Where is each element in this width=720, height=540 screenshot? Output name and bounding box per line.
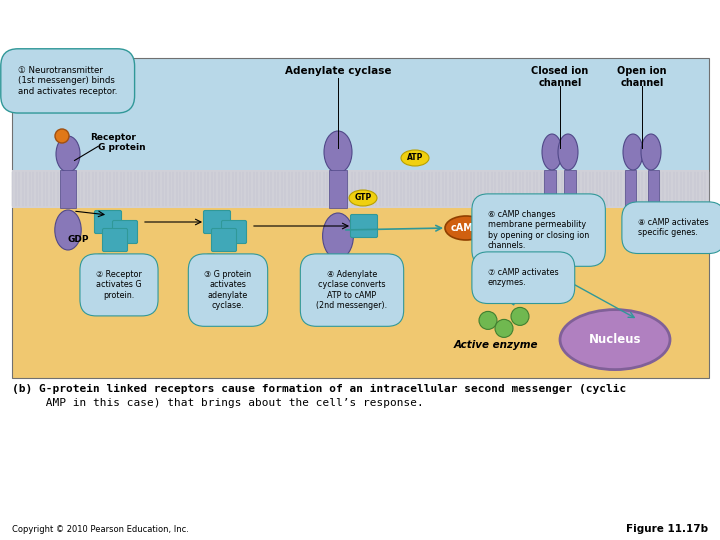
Bar bbox=[12, 58, 709, 186]
Bar bbox=[564, 170, 576, 208]
Ellipse shape bbox=[623, 211, 643, 241]
Text: ⑥ cAMP changes
membrane permeability
by opening or closing ion
channels.: ⑥ cAMP changes membrane permeability by … bbox=[488, 210, 589, 250]
Text: ⑧ cAMP activates
specific genes.: ⑧ cAMP activates specific genes. bbox=[638, 218, 708, 238]
Ellipse shape bbox=[445, 216, 487, 240]
Text: Open ion
channel: Open ion channel bbox=[617, 66, 667, 87]
Ellipse shape bbox=[56, 136, 80, 172]
Circle shape bbox=[495, 319, 513, 338]
Ellipse shape bbox=[558, 134, 578, 170]
Text: GDP: GDP bbox=[68, 235, 89, 244]
FancyBboxPatch shape bbox=[204, 211, 230, 233]
FancyBboxPatch shape bbox=[112, 220, 138, 244]
Text: ⑦ cAMP activates
enzymes.: ⑦ cAMP activates enzymes. bbox=[488, 268, 559, 287]
Bar bbox=[625, 170, 636, 208]
Text: ATP: ATP bbox=[407, 153, 423, 163]
Ellipse shape bbox=[542, 211, 562, 241]
Text: (b) G-protein linked receptors cause formation of an intracellular second messen: (b) G-protein linked receptors cause for… bbox=[12, 384, 626, 394]
Text: Adenylate cyclase: Adenylate cyclase bbox=[284, 66, 391, 76]
Ellipse shape bbox=[88, 254, 116, 270]
Text: Copyright © 2010 Pearson Education, Inc.: Copyright © 2010 Pearson Education, Inc. bbox=[12, 525, 189, 534]
Text: cAMP: cAMP bbox=[451, 223, 481, 233]
Ellipse shape bbox=[349, 190, 377, 206]
Ellipse shape bbox=[542, 134, 562, 170]
Text: Receptor: Receptor bbox=[74, 133, 136, 160]
Bar bbox=[12, 186, 709, 378]
FancyBboxPatch shape bbox=[102, 228, 127, 252]
Text: GTP: GTP bbox=[94, 258, 111, 267]
FancyBboxPatch shape bbox=[94, 211, 122, 233]
Ellipse shape bbox=[641, 134, 661, 170]
Text: ④ Adenylate
cyclase converts
ATP to cAMP
(2nd messenger).: ④ Adenylate cyclase converts ATP to cAMP… bbox=[316, 270, 387, 310]
Text: ③ G protein
activates
adenylate
cyclase.: ③ G protein activates adenylate cyclase. bbox=[204, 270, 251, 310]
Text: GTP: GTP bbox=[202, 258, 220, 267]
Ellipse shape bbox=[623, 134, 643, 170]
Bar bbox=[544, 170, 556, 208]
Text: G protein: G protein bbox=[98, 143, 145, 152]
Ellipse shape bbox=[55, 210, 81, 250]
Text: Figure 11.17b: Figure 11.17b bbox=[626, 524, 708, 534]
Text: Nucleus: Nucleus bbox=[589, 333, 642, 346]
FancyBboxPatch shape bbox=[212, 228, 236, 252]
Bar bbox=[648, 170, 659, 208]
FancyBboxPatch shape bbox=[222, 220, 246, 244]
Text: AMP in this case) that brings about the cell’s response.: AMP in this case) that brings about the … bbox=[12, 398, 424, 408]
Text: GTP: GTP bbox=[354, 193, 372, 202]
Ellipse shape bbox=[401, 150, 429, 166]
Bar bbox=[12, 170, 709, 208]
Text: ① Neurotransmitter
(1st messenger) binds
and activates receptor.: ① Neurotransmitter (1st messenger) binds… bbox=[18, 66, 117, 96]
Ellipse shape bbox=[558, 211, 578, 241]
Ellipse shape bbox=[323, 213, 354, 259]
Ellipse shape bbox=[560, 309, 670, 369]
Bar bbox=[329, 170, 347, 208]
Circle shape bbox=[479, 312, 497, 329]
Ellipse shape bbox=[324, 131, 352, 173]
Circle shape bbox=[511, 307, 529, 326]
FancyBboxPatch shape bbox=[351, 214, 377, 238]
Text: Closed ion
channel: Closed ion channel bbox=[531, 66, 589, 87]
Bar bbox=[60, 170, 76, 208]
Ellipse shape bbox=[641, 211, 661, 241]
Text: Active enzyme: Active enzyme bbox=[454, 340, 539, 350]
Text: ② Receptor
activates G
protein.: ② Receptor activates G protein. bbox=[96, 270, 142, 300]
Circle shape bbox=[55, 129, 69, 143]
Ellipse shape bbox=[197, 254, 225, 270]
